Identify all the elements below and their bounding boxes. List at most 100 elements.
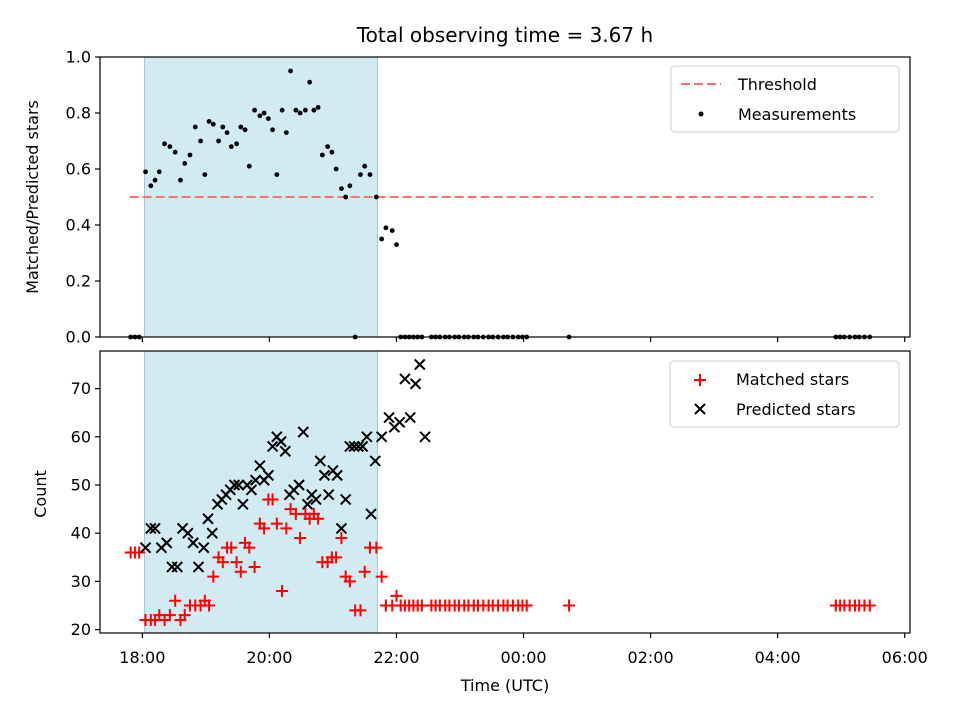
measurement-point <box>379 236 385 242</box>
matched-star-point <box>163 609 176 622</box>
measurement-point <box>182 161 188 166</box>
matched-star-point <box>276 585 289 598</box>
count-x-tick-label: 00:00 <box>500 648 546 667</box>
matched-star-point <box>375 570 388 583</box>
predicted-star-point <box>361 431 373 443</box>
measurement-point <box>279 107 285 113</box>
predicted-star-point <box>202 513 214 525</box>
predicted-star-point <box>365 508 377 520</box>
measurement-point <box>206 119 212 124</box>
predicted-star-point <box>393 416 406 429</box>
predicted-star-point <box>254 460 266 472</box>
predicted-star-point <box>310 493 322 506</box>
legend-measurements-swatch <box>698 111 704 117</box>
measurement-point <box>333 166 339 172</box>
measurement-point <box>198 138 203 144</box>
measurement-point <box>152 177 158 183</box>
measurement-point <box>192 124 198 130</box>
predicted-star-point <box>419 431 431 443</box>
measurement-point <box>394 242 399 248</box>
count-x-tick-label: 02:00 <box>628 648 674 667</box>
measurement-point <box>172 149 178 155</box>
measurement-point <box>210 121 216 127</box>
matched-star-point <box>370 541 383 554</box>
measurement-point <box>325 144 331 150</box>
predicted-star-point <box>339 493 352 506</box>
count-y-tick-label: 30 <box>71 572 91 591</box>
predicted-star-point <box>356 440 369 453</box>
measurement-point <box>315 105 321 110</box>
matched-star-point <box>358 565 371 578</box>
matched-star-point <box>133 546 146 559</box>
legend-matched-swatch <box>694 374 706 386</box>
measurement-point <box>220 124 226 130</box>
predicted-star-point <box>318 469 331 482</box>
count-x-tick-label: 22:00 <box>373 648 419 667</box>
measurement-point <box>339 186 344 192</box>
predicted-star-point <box>369 455 382 467</box>
predicted-star-point <box>171 561 184 573</box>
ratio-y-tick-label: 0.8 <box>66 104 91 123</box>
matched-star-point <box>207 570 220 583</box>
count-y-tick-label: 20 <box>71 620 91 639</box>
predicted-star-point <box>182 527 194 539</box>
matched-star-point <box>230 556 243 569</box>
ratio-panel: 0.0 0.2 0.4 0.6 0.8 1.0 Matched/Predicted sta… <box>23 48 911 347</box>
predicted-star-point <box>414 358 426 371</box>
count-y-tick-label: 40 <box>71 524 91 543</box>
matched-star-point <box>270 517 283 530</box>
matched-star-point <box>390 589 403 602</box>
matched-star-point <box>330 551 343 564</box>
predicted-star-point <box>293 479 305 491</box>
chart-title: Total observing time = 3.67 h <box>356 23 653 47</box>
predicted-star-point <box>139 541 152 554</box>
predicted-star-point <box>206 527 218 539</box>
ratio-y-tick-label: 0.6 <box>66 160 91 179</box>
count-y-tick-label: 50 <box>71 476 91 495</box>
measurement-point <box>246 163 252 169</box>
matched-star-point <box>248 560 261 573</box>
measurement-point <box>274 172 280 178</box>
predicted-star-point <box>279 445 292 457</box>
measurement-point <box>216 138 221 144</box>
measurement-point <box>362 163 368 169</box>
measurement-point <box>293 107 299 113</box>
measurement-point <box>156 169 162 175</box>
predicted-star-point <box>198 541 210 554</box>
matched-star-point <box>225 541 238 554</box>
matched-star-point <box>520 599 533 612</box>
count-y-tick-label: 70 <box>71 379 91 398</box>
measurement-point <box>242 127 248 133</box>
matched-star-point <box>258 522 271 535</box>
predicted-star-point <box>249 474 262 486</box>
measurement-point <box>270 127 275 133</box>
count-x-tick-label: 04:00 <box>755 648 801 667</box>
measurement-point <box>307 79 313 85</box>
predicted-star-point <box>331 469 343 482</box>
count-y-tick-label: 60 <box>71 427 91 446</box>
measurement-point <box>234 141 239 147</box>
matched-star-point <box>280 522 293 535</box>
measurement-point <box>283 130 289 136</box>
predicted-star-point <box>262 469 275 482</box>
matched-star-point <box>563 599 576 612</box>
predicted-star-point <box>335 522 348 535</box>
matched-star-point <box>312 512 325 525</box>
x-axis-label: Time (UTC) <box>460 676 549 695</box>
count-x-tick-label: 18:00 <box>119 648 165 667</box>
measurement-point <box>261 110 267 116</box>
matched-star-point <box>266 493 279 506</box>
predicted-star-point <box>266 440 279 453</box>
measurement-point <box>343 194 349 200</box>
predicted-star-point <box>344 440 356 453</box>
ratio-y-tick-label: 0.0 <box>66 328 91 347</box>
legend-threshold-label: Threshold <box>737 75 817 94</box>
measurement-point <box>347 183 353 189</box>
measurement-point <box>148 183 154 189</box>
count-shaded-region <box>143 350 378 634</box>
predicted-star-point <box>237 498 249 510</box>
predicted-star-point <box>348 440 360 453</box>
count-x-tick-label: 20:00 <box>246 648 292 667</box>
measurement-point <box>358 172 363 178</box>
measurement-point <box>252 107 257 113</box>
